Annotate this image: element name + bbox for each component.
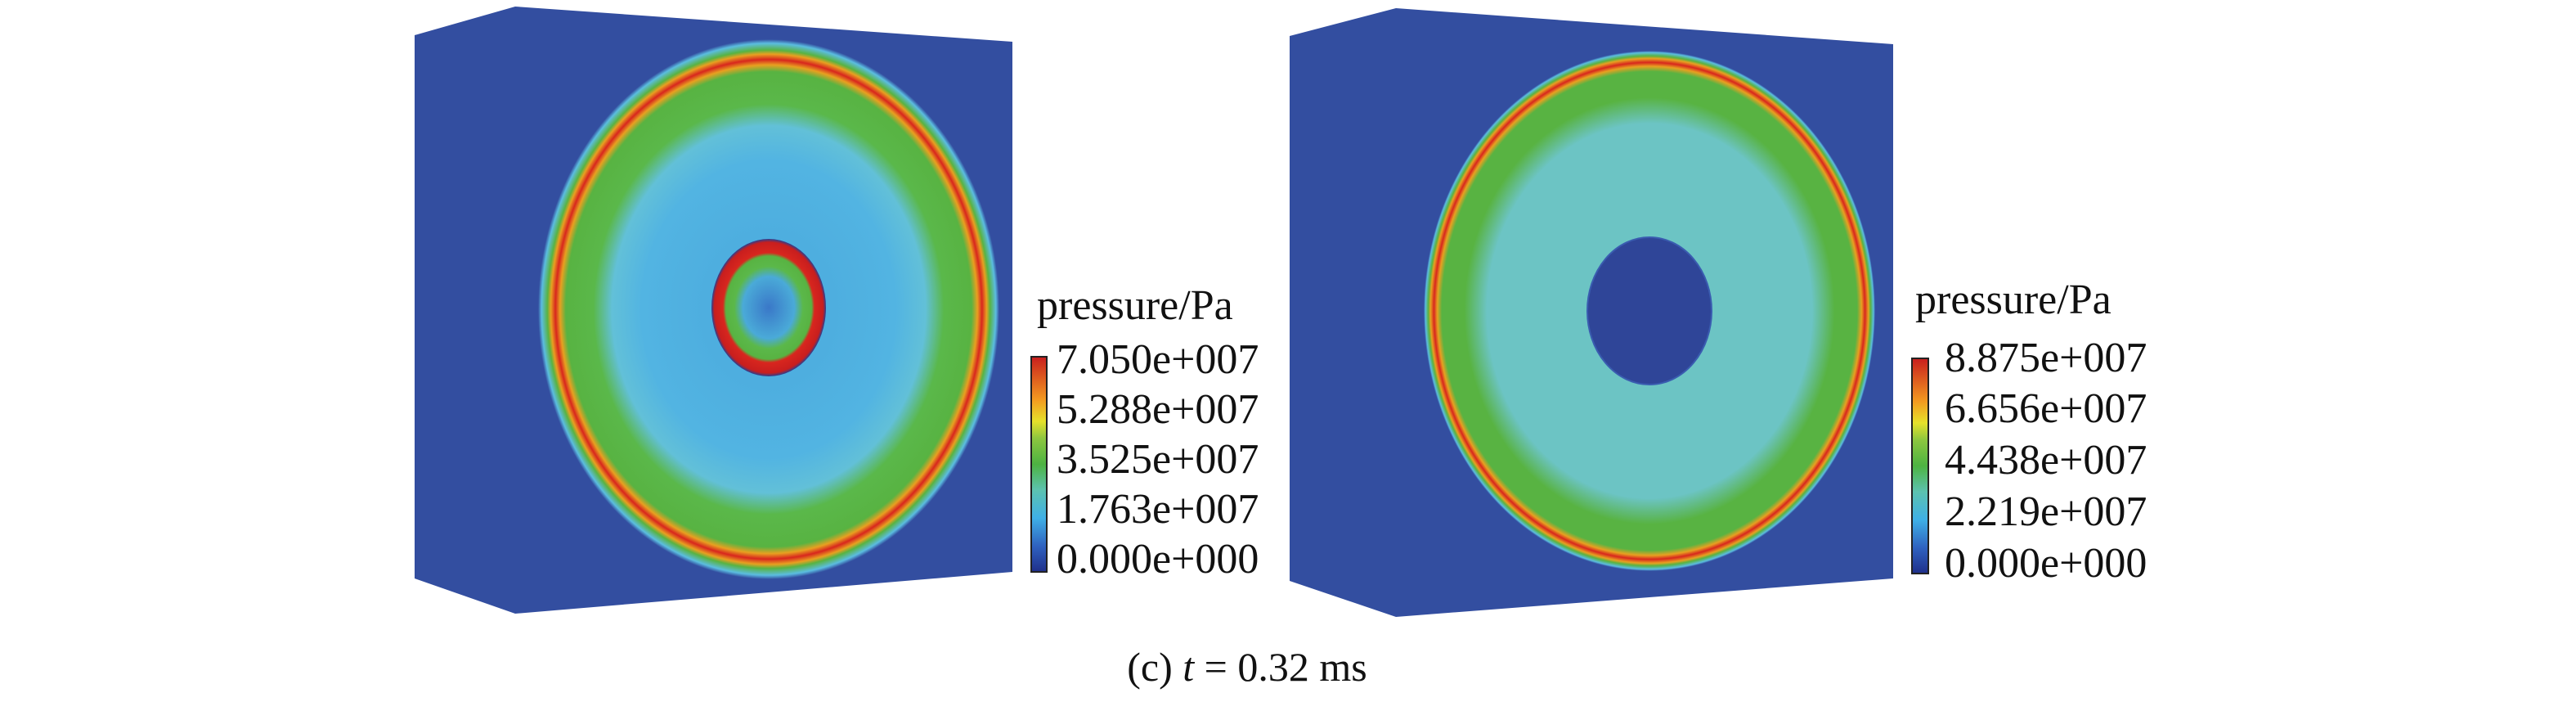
right-colorbar-label: 8.875e+007	[1945, 335, 2147, 381]
right-charge-region	[1586, 236, 1712, 385]
right-colorbar-bar	[1911, 358, 1929, 574]
right-colorbar-label: 4.438e+007	[1945, 437, 2147, 484]
left-colorbar-label: 7.050e+007	[1057, 336, 1259, 383]
right-colorbar-label: 2.219e+007	[1945, 488, 2147, 535]
left-charge-region	[711, 239, 826, 376]
right-panel: pressure/Pa 8.875e+007 6.656e+007 4.438e…	[1290, 8, 2147, 617]
right-colorbar-label: 6.656e+007	[1945, 385, 2147, 432]
figure-caption: (c) t = 0.32 ms	[1127, 644, 1367, 690]
left-panel: pressure/Pa 7.050e+007 5.288e+007 3.525e…	[415, 7, 1259, 614]
right-colorbar-label: 0.000e+000	[1945, 540, 2147, 587]
left-colorbar: pressure/Pa 7.050e+007 5.288e+007 3.525e…	[1030, 282, 1259, 583]
caption-value: = 0.32 ms	[1194, 644, 1367, 690]
left-colorbar-label: 0.000e+000	[1057, 536, 1259, 583]
left-colorbar-label: 3.525e+007	[1057, 436, 1259, 483]
right-colorbar-title: pressure/Pa	[1915, 277, 2112, 323]
left-colorbar-label: 5.288e+007	[1057, 386, 1259, 433]
left-colorbar-label: 1.763e+007	[1057, 486, 1259, 533]
left-colorbar-title: pressure/Pa	[1037, 282, 1233, 329]
left-colorbar-bar	[1030, 356, 1048, 573]
caption-variable: t	[1183, 644, 1195, 690]
caption-prefix: (c)	[1127, 644, 1183, 690]
right-colorbar: pressure/Pa 8.875e+007 6.656e+007 4.438e…	[1911, 277, 2147, 587]
